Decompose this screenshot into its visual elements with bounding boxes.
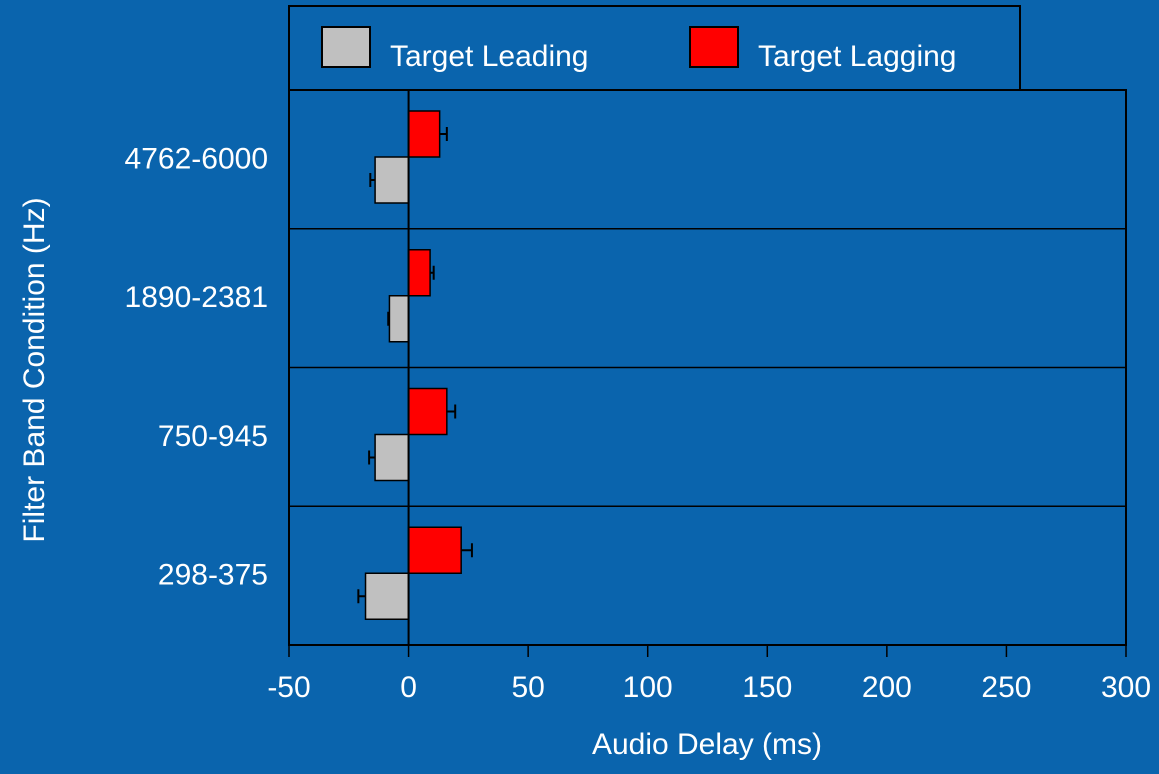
x-tick-label: 50 — [511, 671, 544, 704]
y-axis-label: Filter Band Condition (Hz) — [18, 197, 51, 542]
bar — [364, 572, 410, 620]
bar — [374, 156, 410, 204]
bar — [388, 295, 410, 343]
bar — [407, 387, 448, 436]
bar — [374, 433, 410, 482]
x-tick-label: 0 — [400, 671, 417, 704]
legend-label: Target Lagging — [758, 40, 957, 73]
x-tick-label: 200 — [862, 671, 912, 704]
x-tick-label: 250 — [981, 671, 1031, 704]
legend-swatch — [321, 26, 371, 68]
bar — [407, 110, 441, 158]
x-tick-label: 100 — [623, 671, 673, 704]
x-tick-label: -50 — [267, 671, 310, 704]
plot-frame — [288, 89, 1127, 646]
x-axis-label: Audio Delay (ms) — [592, 728, 822, 761]
y-tick-label: 750-945 — [158, 420, 268, 453]
y-tick-label: 1890-2381 — [125, 281, 268, 314]
y-tick-label: 298-375 — [158, 559, 268, 592]
y-tick-label: 4762-6000 — [125, 142, 268, 175]
legend-label: Target Leading — [390, 40, 589, 73]
bar — [407, 249, 431, 297]
x-tick-label: 150 — [742, 671, 792, 704]
bar — [407, 526, 462, 574]
x-tick-label: 300 — [1101, 671, 1151, 704]
legend-swatch — [689, 26, 739, 68]
